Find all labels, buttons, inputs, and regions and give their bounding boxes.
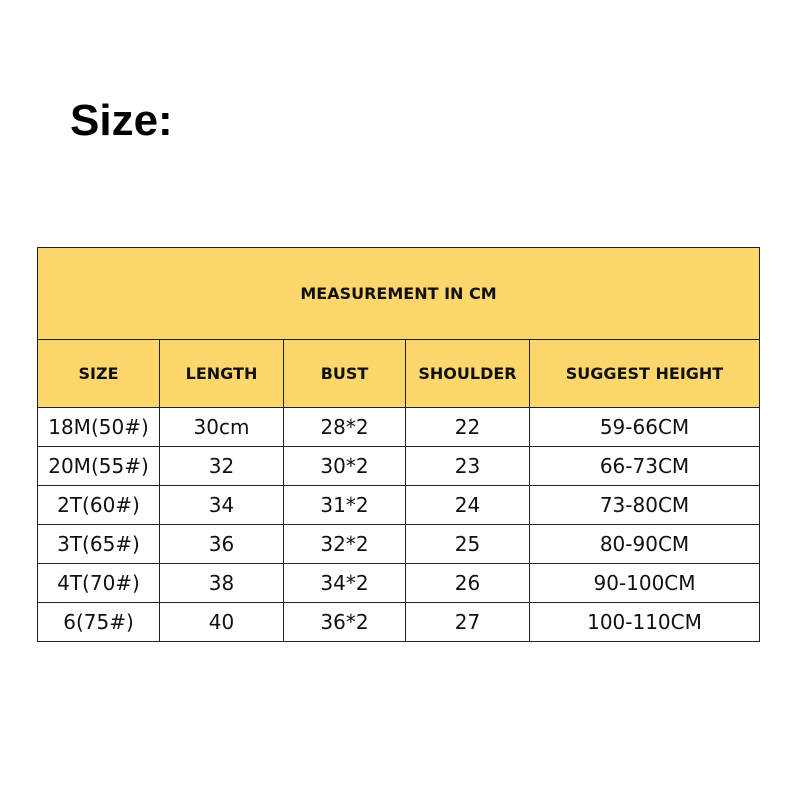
table-cell: 6(75#): [37, 602, 160, 642]
table-cell: 25: [405, 524, 530, 564]
column-header: SIZE: [37, 339, 160, 408]
table-cell: 27: [405, 602, 530, 642]
table-cell: 36: [159, 524, 284, 564]
table-cell: 90-100CM: [529, 563, 760, 603]
column-header: BUST: [283, 339, 406, 408]
table-cell: 32*2: [283, 524, 406, 564]
column-header: LENGTH: [159, 339, 284, 408]
table-cell: 34*2: [283, 563, 406, 603]
table-cell: 66-73CM: [529, 446, 760, 486]
table-cell: 34: [159, 485, 284, 525]
table-cell: 36*2: [283, 602, 406, 642]
table-cell: 40: [159, 602, 284, 642]
column-header: SUGGEST HEIGHT: [529, 339, 760, 408]
table-cell: 59-66CM: [529, 407, 760, 447]
table-cell: 30*2: [283, 446, 406, 486]
table-cell: 3T(65#): [37, 524, 160, 564]
table-cell: 31*2: [283, 485, 406, 525]
table-cell: 2T(60#): [37, 485, 160, 525]
table-cell: 26: [405, 563, 530, 603]
table-cell: 100-110CM: [529, 602, 760, 642]
table-cell: 24: [405, 485, 530, 525]
table-caption: MEASUREMENT IN CM: [37, 247, 760, 340]
table-cell: 23: [405, 446, 530, 486]
table-cell: 30cm: [159, 407, 284, 447]
table-cell: 4T(70#): [37, 563, 160, 603]
table-cell: 80-90CM: [529, 524, 760, 564]
table-cell: 18M(50#): [37, 407, 160, 447]
table-cell: 32: [159, 446, 284, 486]
column-header: SHOULDER: [405, 339, 530, 408]
table-cell: 22: [405, 407, 530, 447]
table-cell: 38: [159, 563, 284, 603]
table-cell: 20M(55#): [37, 446, 160, 486]
title: Size:: [70, 96, 173, 145]
table-cell: 73-80CM: [529, 485, 760, 525]
size-table: MEASUREMENT IN CM SIZE LENGTH BUST SHOULDER S…: [37, 247, 760, 642]
table-cell: 28*2: [283, 407, 406, 447]
